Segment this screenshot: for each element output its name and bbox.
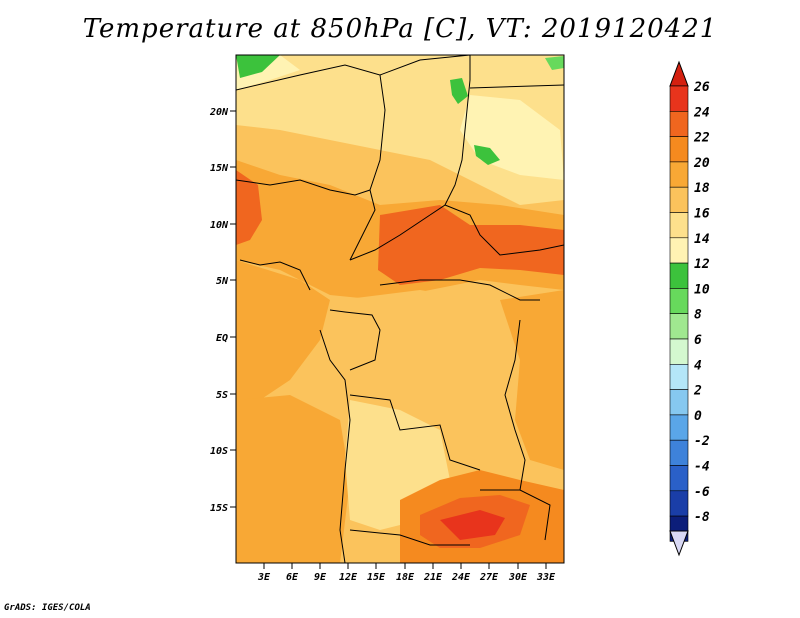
lat-label-5n: 5N <box>216 276 229 287</box>
lon-label-6e: 6E <box>286 572 299 583</box>
border-gabon-congo <box>329 309 381 371</box>
lat-label-15n: 15N <box>210 163 229 174</box>
colorbar-label: -2 <box>694 434 710 449</box>
colorbar-box <box>669 338 689 365</box>
colorbar-box <box>669 490 689 517</box>
colorbar-box <box>669 262 689 289</box>
border-sudan-south <box>444 204 564 256</box>
colorbar-box <box>669 439 689 466</box>
colorbar-top-arrow <box>669 60 689 87</box>
lat-label-10s: 10S <box>210 446 228 457</box>
field-south-hottest <box>440 510 505 540</box>
lat-label-eq: EQ <box>216 333 228 344</box>
temperature-field <box>236 55 564 563</box>
field-car-hot <box>378 205 564 285</box>
colorbar-label: 8 <box>694 308 702 323</box>
border-sudan-north <box>469 84 564 89</box>
field-north-cool <box>236 55 564 205</box>
colorbar-label: 18 <box>694 181 710 196</box>
colorbar-label: 24 <box>693 105 710 120</box>
colorbar-label: 12 <box>694 257 710 272</box>
lat-label-5s: 5S <box>216 390 228 401</box>
border-niger-nigeria <box>236 64 386 261</box>
colorbar-label: 10 <box>694 282 710 297</box>
border-car-drc <box>379 279 540 301</box>
lon-label-24e: 24E <box>451 572 471 583</box>
lat-label-10n: 10N <box>210 220 229 231</box>
colorbar-label: 16 <box>694 207 710 222</box>
colorbar-box <box>669 313 689 340</box>
lat-label-15s: 15S <box>210 503 228 514</box>
colorbar-label: 0 <box>694 409 702 424</box>
colorbar-box <box>669 111 689 137</box>
lon-label-21e: 21E <box>423 572 443 583</box>
field-green-nw <box>236 55 280 78</box>
border-libya-chad <box>379 55 471 216</box>
colorbar-box <box>669 414 689 441</box>
field-green-a <box>450 78 468 104</box>
field-gulf <box>236 260 330 405</box>
lon-label-18e: 18E <box>396 572 415 583</box>
colorbar-box <box>669 161 689 188</box>
latitude-axis: 20N 15N 10N 5N EQ 5S 10S 15S <box>209 107 236 514</box>
border-west <box>236 179 371 196</box>
lon-label-27e: 27E <box>479 572 499 583</box>
colorbar-box <box>669 465 689 492</box>
colorbar-box <box>669 363 689 390</box>
field-green-ne <box>545 56 564 70</box>
credit-text: GrADS: IGES/COLA <box>4 603 91 613</box>
colorbar-box <box>669 237 689 264</box>
field-east <box>500 290 564 470</box>
country-borders <box>236 55 564 563</box>
colorbar-box <box>669 389 689 416</box>
colorbar-label: 26 <box>693 80 710 95</box>
lon-label-30e: 30E <box>508 572 528 583</box>
map-frame <box>235 54 565 564</box>
field-southwest <box>236 395 350 563</box>
border-zambia-moz <box>480 489 551 541</box>
colorbar-label: -8 <box>694 510 710 525</box>
colorbar-label: 6 <box>694 333 702 348</box>
lon-label-15e: 15E <box>367 572 386 583</box>
lat-label-20n: 20N <box>209 107 229 118</box>
colorbar-label: 20 <box>693 156 710 171</box>
longitude-axis: 3E 6E 9E 12E 15E 18E 21E 24E 27E 30E 33E <box>257 563 556 583</box>
colorbar-box <box>669 136 689 163</box>
colorbar-box <box>669 288 689 314</box>
colorbar-bottom-arrow <box>669 530 689 557</box>
colorbar-label: -6 <box>694 485 710 500</box>
chart-title: Temperature at 850hPa [C], VT: 201912042… <box>82 14 718 44</box>
lon-label-12e: 12E <box>339 572 358 583</box>
colorbar-label: 14 <box>694 232 710 247</box>
colorbar-box <box>669 212 689 239</box>
field-congo <box>340 290 530 440</box>
colorbar-label: 4 <box>694 358 702 373</box>
field-green-b <box>474 145 500 165</box>
border-drc-angola <box>349 394 481 471</box>
colorbar-label: -4 <box>694 460 710 475</box>
colorbar-label: 2 <box>693 384 702 399</box>
coast-atlantic <box>319 329 351 563</box>
lon-label-9e: 9E <box>314 572 327 583</box>
lon-label-3e: 3E <box>257 572 271 583</box>
border-east-lakes <box>504 319 526 491</box>
colorbar-box <box>669 186 689 213</box>
border-car-west <box>349 214 431 261</box>
coast-gulf <box>239 259 311 291</box>
lon-label-33e: 33E <box>536 572 556 583</box>
border-angola-namibia <box>349 529 470 546</box>
field-west-hot <box>236 170 262 245</box>
colorbar-label: 22 <box>693 131 710 146</box>
colorbar-box <box>669 85 689 112</box>
